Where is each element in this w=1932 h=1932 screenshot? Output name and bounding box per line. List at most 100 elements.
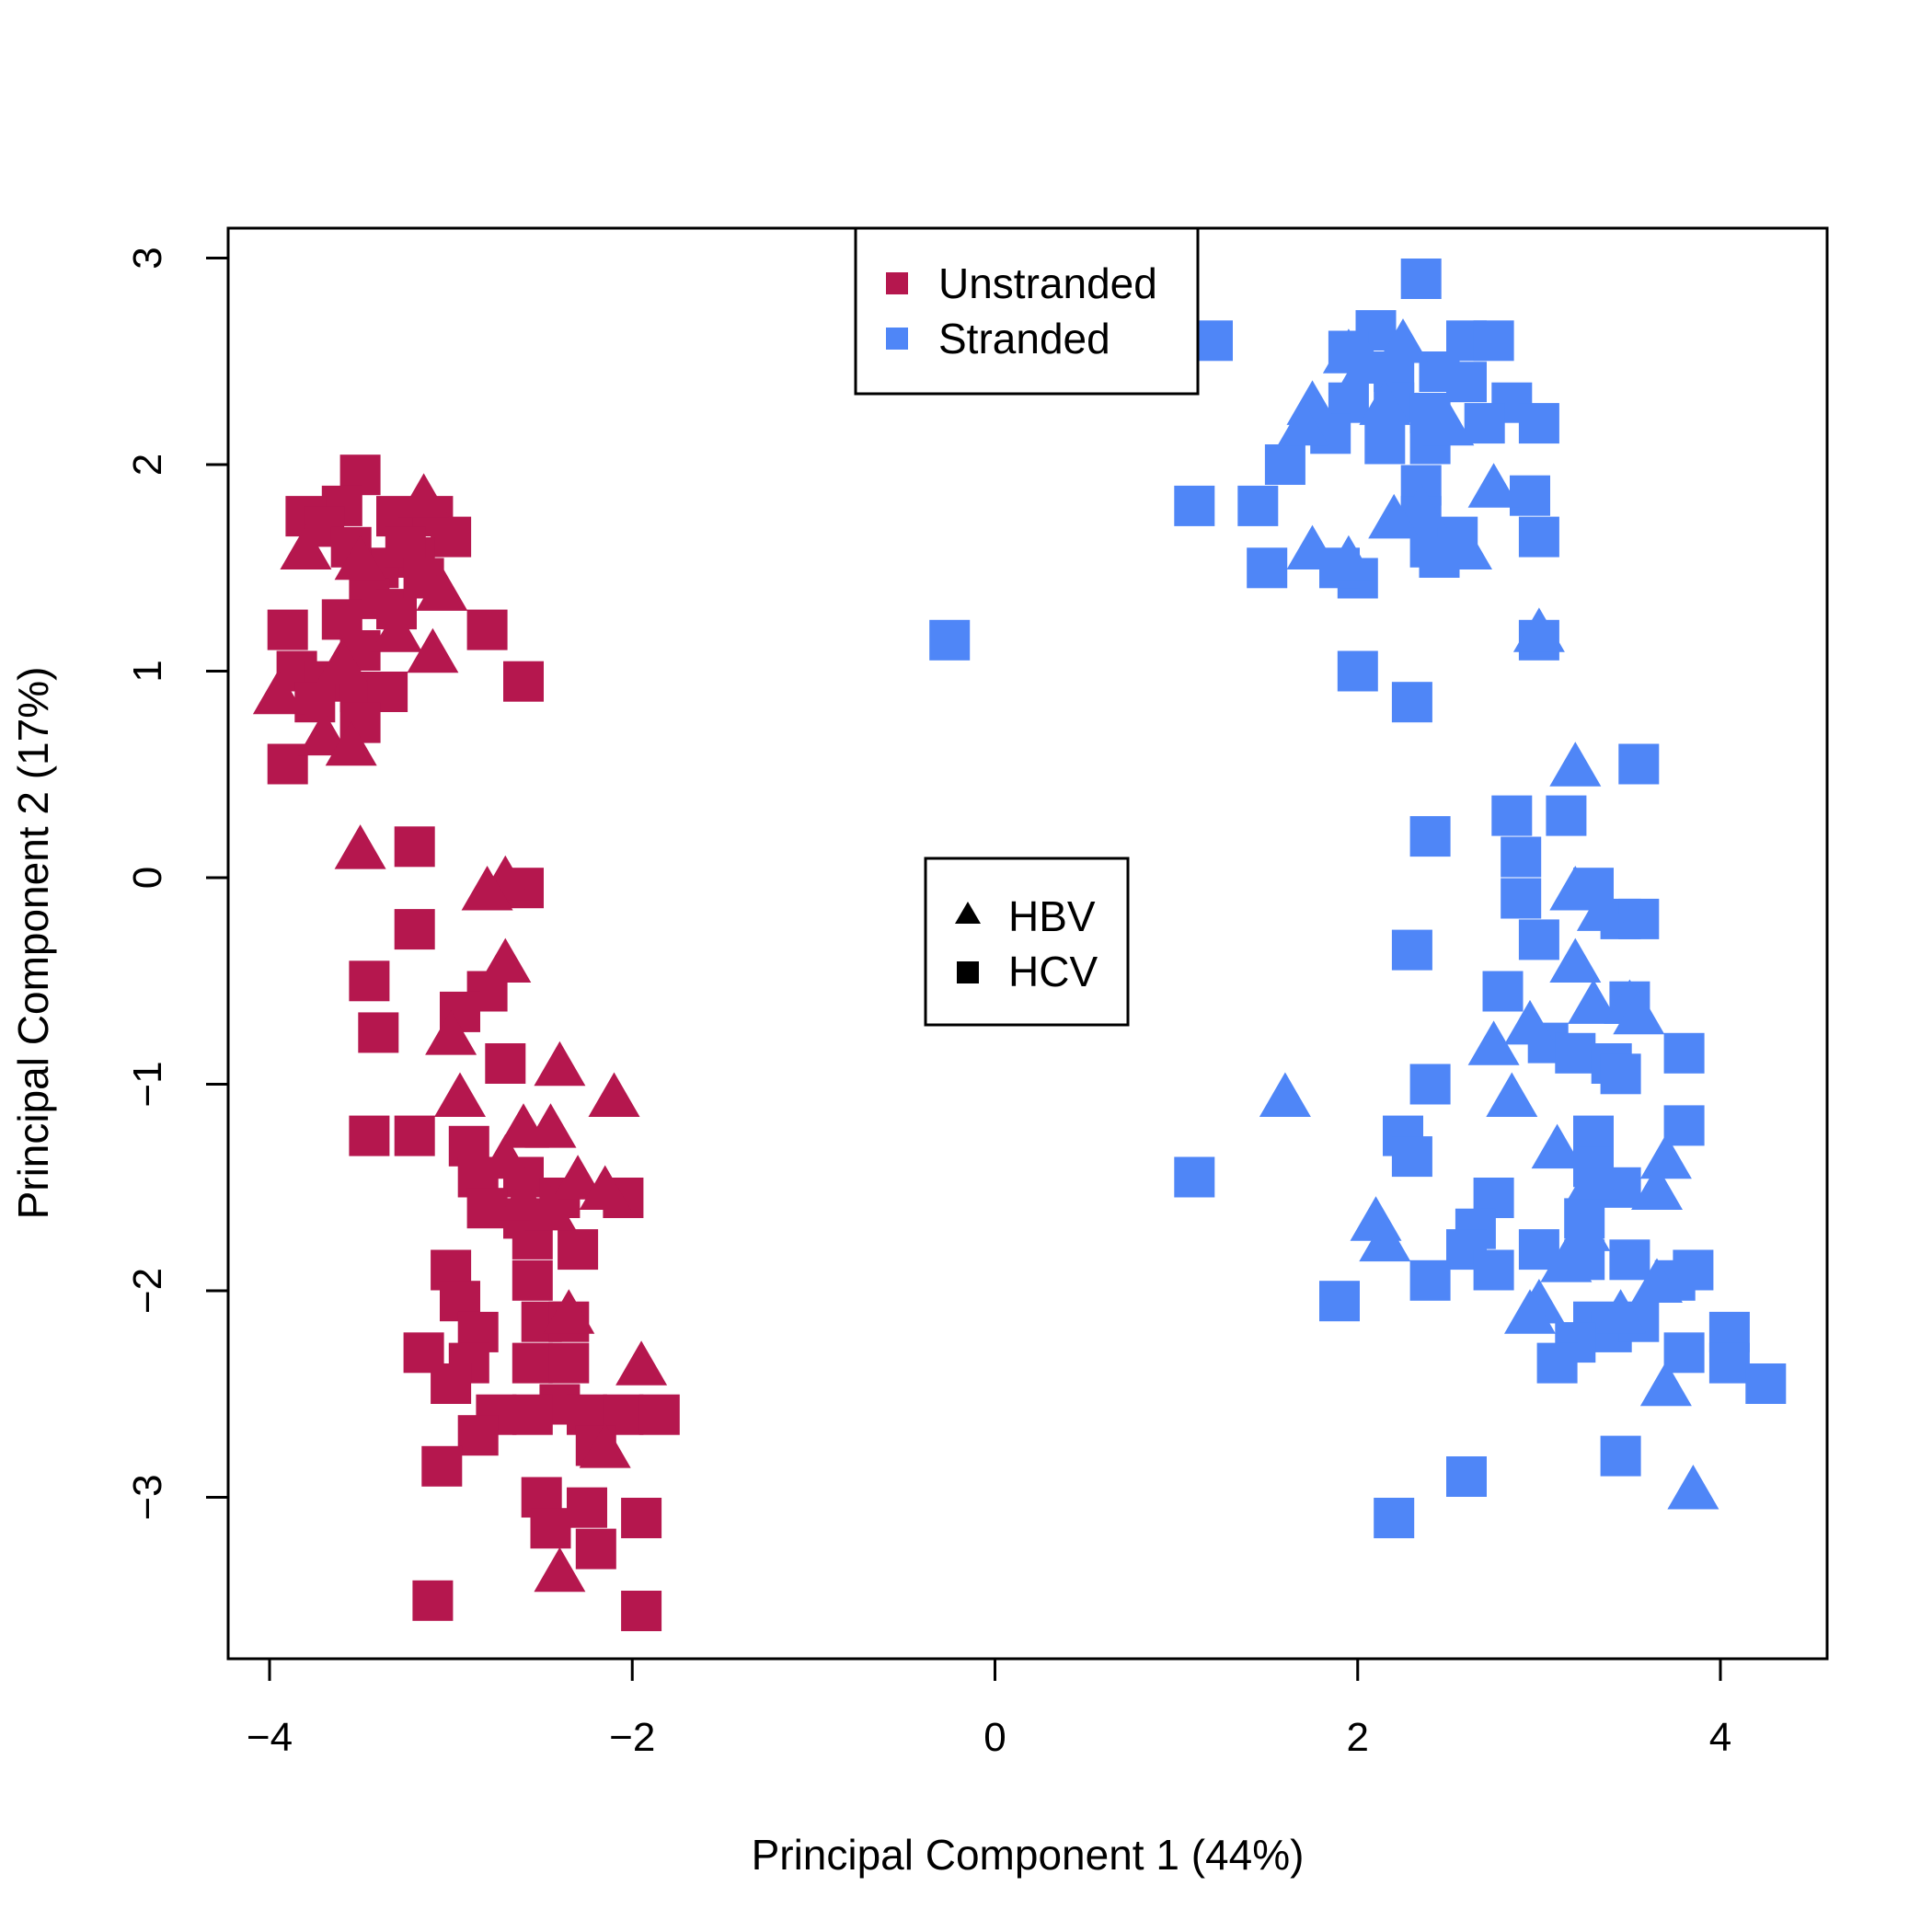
point-unstranded-triangle-7 bbox=[252, 669, 305, 715]
y-tick-label-6: 3 bbox=[125, 247, 170, 269]
point-unstranded-triangle-16 bbox=[434, 1072, 486, 1117]
points-layer bbox=[252, 259, 1787, 1631]
shape-legend-box bbox=[924, 857, 1130, 1027]
point-stranded-square-80 bbox=[1745, 1363, 1787, 1404]
point-stranded-square-69 bbox=[1673, 1249, 1714, 1291]
point-unstranded-square-29 bbox=[349, 960, 390, 1002]
point-stranded-square-83 bbox=[1374, 1498, 1415, 1538]
point-stranded-square-20 bbox=[1510, 475, 1550, 516]
point-stranded-square-38 bbox=[1546, 795, 1587, 836]
point-stranded-square-0 bbox=[1400, 259, 1442, 299]
point-unstranded-square-47 bbox=[512, 1259, 553, 1301]
point-stranded-triangle-12 bbox=[1441, 524, 1492, 569]
point-unstranded-triangle-6 bbox=[316, 638, 368, 684]
point-stranded-triangle-10 bbox=[1286, 524, 1339, 569]
point-unstranded-square-26 bbox=[394, 826, 435, 868]
legend-key-stranded bbox=[886, 328, 908, 350]
y-tick-label-1: −2 bbox=[125, 1268, 170, 1314]
point-stranded-triangle-15 bbox=[1549, 866, 1602, 911]
point-unstranded-square-18 bbox=[294, 682, 336, 723]
point-stranded-triangle-21 bbox=[1613, 989, 1665, 1035]
point-stranded-triangle-4 bbox=[1359, 380, 1411, 425]
point-unstranded-triangle-27 bbox=[579, 1423, 631, 1468]
point-stranded-square-34 bbox=[929, 619, 971, 661]
y-tick-label-0: −3 bbox=[125, 1474, 170, 1520]
point-unstranded-square-71 bbox=[621, 1591, 662, 1631]
point-unstranded-triangle-20 bbox=[479, 1133, 532, 1179]
point-stranded-square-36 bbox=[1409, 816, 1451, 857]
x-tick-label-2: 0 bbox=[983, 1715, 1006, 1760]
point-unstranded-triangle-19 bbox=[524, 1103, 577, 1148]
point-stranded-triangle-16 bbox=[1576, 886, 1628, 931]
point-unstranded-square-22 bbox=[503, 661, 544, 702]
point-stranded-triangle-14 bbox=[1549, 742, 1602, 787]
point-unstranded-square-55 bbox=[431, 1363, 472, 1404]
x-tick-label-3: 2 bbox=[1347, 1715, 1369, 1760]
point-unstranded-triangle-2 bbox=[334, 535, 386, 581]
point-unstranded-triangle-12 bbox=[461, 866, 513, 911]
point-unstranded-square-39 bbox=[466, 1188, 508, 1229]
point-unstranded-triangle-17 bbox=[588, 1072, 640, 1117]
point-unstranded-square-28 bbox=[394, 909, 435, 950]
point-stranded-square-37 bbox=[1491, 795, 1533, 836]
point-unstranded-square-64 bbox=[421, 1445, 463, 1487]
point-stranded-triangle-6 bbox=[1422, 400, 1475, 446]
point-stranded-triangle-18 bbox=[1568, 979, 1619, 1024]
point-stranded-triangle-24 bbox=[1259, 1072, 1311, 1117]
x-tick-label-0: −4 bbox=[247, 1715, 293, 1760]
point-stranded-square-55 bbox=[1663, 1105, 1705, 1146]
point-stranded-square-32 bbox=[1337, 650, 1378, 692]
y-tick-label-2: −1 bbox=[125, 1061, 170, 1107]
point-unstranded-square-61 bbox=[638, 1394, 680, 1435]
point-stranded-triangle-31 bbox=[1558, 1206, 1611, 1251]
point-unstranded-triangle-5 bbox=[407, 627, 459, 673]
color-legend-box bbox=[854, 226, 1200, 396]
point-stranded-square-26 bbox=[1518, 516, 1559, 558]
point-stranded-triangle-33 bbox=[1631, 1258, 1683, 1303]
point-stranded-square-81 bbox=[1446, 1456, 1487, 1497]
point-unstranded-square-35 bbox=[394, 1115, 435, 1156]
point-stranded-square-53 bbox=[1409, 1064, 1451, 1105]
point-unstranded-triangle-23 bbox=[498, 1175, 549, 1221]
axes-layer: −4 −2 0 2 4 −3 −2 −1 0 1 2 3 bbox=[125, 247, 1731, 1760]
point-unstranded-triangle-25 bbox=[543, 1289, 595, 1334]
point-unstranded-square-62 bbox=[457, 1415, 499, 1456]
point-stranded-square-51 bbox=[1663, 1032, 1705, 1074]
point-stranded-triangle-27 bbox=[1568, 1155, 1619, 1200]
point-unstranded-square-70 bbox=[412, 1580, 454, 1621]
point-unstranded-square-69 bbox=[575, 1528, 616, 1570]
point-stranded-triangle-32 bbox=[1540, 1237, 1593, 1282]
point-stranded-square-44 bbox=[1518, 919, 1559, 960]
point-stranded-square-82 bbox=[1600, 1435, 1641, 1477]
point-stranded-triangle-2 bbox=[1340, 339, 1393, 384]
color-legend: Unstranded Stranded bbox=[854, 226, 1200, 396]
point-stranded-square-33 bbox=[1391, 682, 1432, 723]
point-unstranded-triangle-14 bbox=[425, 1010, 477, 1055]
point-stranded-square-45 bbox=[1391, 929, 1432, 971]
y-tick-label-5: 2 bbox=[125, 454, 170, 476]
point-unstranded-triangle-28 bbox=[534, 1547, 586, 1593]
point-stranded-triangle-37 bbox=[1639, 1361, 1692, 1407]
point-stranded-square-8 bbox=[1446, 362, 1487, 403]
point-stranded-square-39 bbox=[1501, 836, 1542, 878]
point-stranded-triangle-25 bbox=[1531, 1123, 1583, 1169]
point-unstranded-triangle-9 bbox=[325, 720, 377, 766]
point-unstranded-square-59 bbox=[512, 1394, 553, 1435]
point-stranded-square-52 bbox=[1600, 1053, 1641, 1095]
point-unstranded-triangle-24 bbox=[524, 1186, 577, 1231]
point-stranded-square-66 bbox=[1609, 1239, 1650, 1281]
legend-key-unstranded bbox=[886, 272, 908, 294]
x-tick-label-4: 4 bbox=[1709, 1715, 1731, 1760]
point-stranded-square-42 bbox=[1618, 898, 1660, 939]
point-stranded-square-49 bbox=[1555, 1032, 1596, 1074]
point-stranded-triangle-13 bbox=[1512, 607, 1565, 652]
point-unstranded-triangle-22 bbox=[579, 1165, 631, 1210]
point-stranded-triangle-36 bbox=[1594, 1289, 1647, 1334]
point-stranded-triangle-0 bbox=[1377, 318, 1429, 363]
point-unstranded-triangle-15 bbox=[534, 1041, 586, 1087]
legend-key-square bbox=[957, 961, 979, 983]
point-stranded-square-46 bbox=[1482, 971, 1524, 1012]
point-unstranded-square-66 bbox=[567, 1487, 607, 1528]
point-stranded-triangle-7 bbox=[1467, 463, 1520, 508]
